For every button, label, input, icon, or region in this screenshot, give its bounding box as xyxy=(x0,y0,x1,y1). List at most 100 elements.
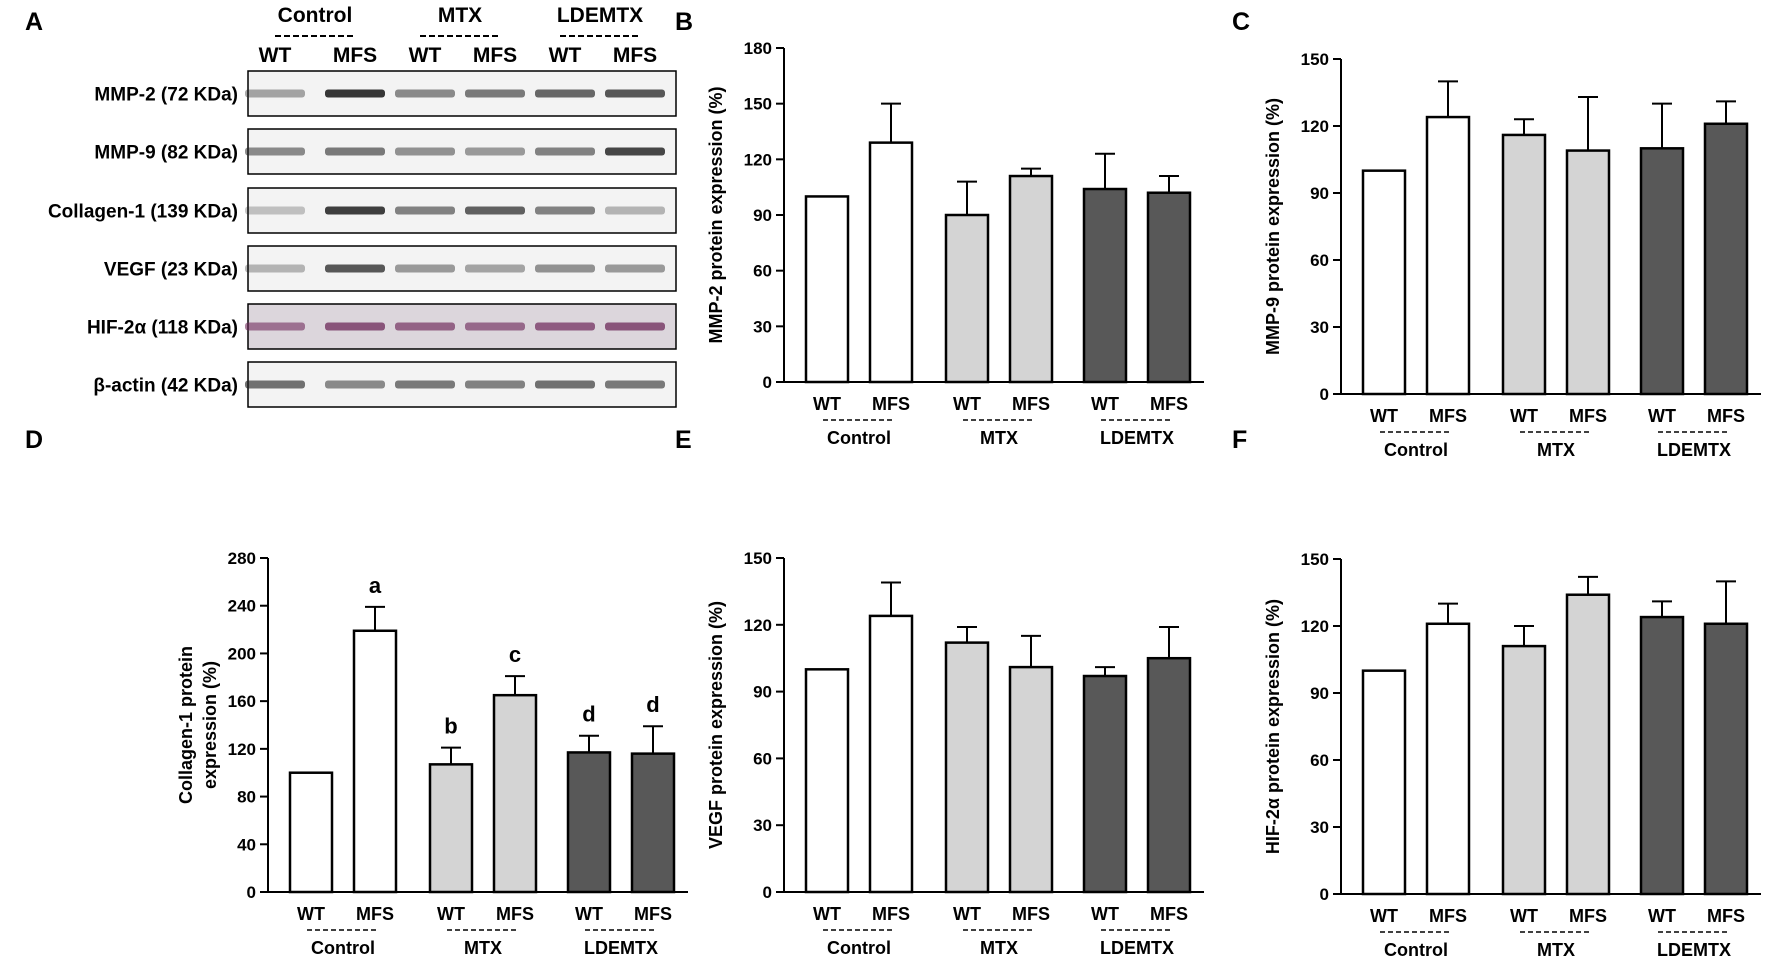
bar xyxy=(1703,122,1749,396)
x-category-label: WT xyxy=(1091,394,1119,414)
blot-row-label: β-actin (42 KDa) xyxy=(93,376,238,397)
x-category-label: WT xyxy=(1648,406,1676,426)
y-tick-label: 120 xyxy=(1301,117,1329,136)
bar xyxy=(1639,147,1685,396)
bar xyxy=(1082,674,1128,894)
bar xyxy=(1008,665,1054,894)
bar xyxy=(944,641,990,894)
x-category-label: MFS xyxy=(1569,906,1607,926)
panel-label-f: F xyxy=(1232,426,1247,454)
x-group-label: LDEMTX xyxy=(584,938,658,958)
bar xyxy=(1703,622,1749,896)
x-category-label: WT xyxy=(1510,406,1538,426)
blot-band xyxy=(465,380,525,389)
x-group-label: MTX xyxy=(980,428,1018,448)
y-tick-label: 120 xyxy=(744,616,772,635)
blot-row-label: MMP-2 (72 KDa) xyxy=(94,85,238,106)
x-group-label: Control xyxy=(827,428,891,448)
x-category-label: MFS xyxy=(1569,406,1607,426)
bar xyxy=(428,763,474,894)
x-category-label: MFS xyxy=(1429,406,1467,426)
x-category-label: MFS xyxy=(496,904,534,924)
x-category-label: MFS xyxy=(872,904,910,924)
blot-row-label: Collagen-1 (139 KDa) xyxy=(48,202,238,223)
y-axis-label: MMP-9 protein expression (%) xyxy=(1263,98,1283,355)
bar xyxy=(868,141,914,384)
blot-strip xyxy=(247,245,677,292)
chart-panel-c: 0 30 60 90 120 150 MMP-9 protein expression (%… xyxy=(1263,50,1761,460)
y-tick-label: 60 xyxy=(753,262,772,281)
blot-band xyxy=(465,322,525,331)
x-category-label: WT xyxy=(813,394,841,414)
blot-row-label: VEGF (23 KDa) xyxy=(104,260,238,281)
x-category-label: MFS xyxy=(1429,906,1467,926)
chart-panel-f: 0 30 60 90 120 150 HIF-2α protein expression (… xyxy=(1263,550,1761,960)
bar xyxy=(1565,593,1611,896)
y-axis-label: VEGF protein expression (%) xyxy=(706,601,726,849)
bar xyxy=(1425,115,1471,396)
x-category-label: WT xyxy=(813,904,841,924)
y-axis-label: MMP-2 protein expression (%) xyxy=(706,86,726,343)
bar xyxy=(352,629,398,894)
blot-strip xyxy=(247,361,677,408)
blot-row-label: MMP-9 (82 KDa) xyxy=(94,143,238,164)
y-axis-label: HIF-2α protein expression (%) xyxy=(1263,599,1283,854)
blot-strip xyxy=(247,128,677,175)
blot-band xyxy=(465,147,525,156)
bar xyxy=(1361,669,1407,896)
y-tick-label: 200 xyxy=(228,644,256,663)
x-category-label: MFS xyxy=(1150,394,1188,414)
x-group-label: MTX xyxy=(980,938,1018,958)
bar xyxy=(804,668,850,894)
panel-label-a: A xyxy=(25,8,43,36)
bar xyxy=(1501,644,1547,896)
y-tick-label: 150 xyxy=(1301,50,1329,69)
blot-band xyxy=(395,147,455,156)
x-group-label: MTX xyxy=(1537,440,1575,460)
bar xyxy=(492,693,538,894)
blot-band xyxy=(465,206,525,215)
blot-band xyxy=(325,89,385,98)
bar xyxy=(1361,169,1407,396)
panel-label-d: D xyxy=(25,426,43,454)
blot-band xyxy=(245,264,305,273)
blot-band xyxy=(535,264,595,273)
y-tick-label: 30 xyxy=(1310,318,1329,337)
blot-band xyxy=(245,89,305,98)
x-category-label: MFS xyxy=(634,904,672,924)
blot-band xyxy=(605,147,665,156)
y-tick-label: 90 xyxy=(1310,184,1329,203)
y-tick-label: 60 xyxy=(753,749,772,768)
y-tick-label: 180 xyxy=(744,39,772,58)
x-group-label: Control xyxy=(827,938,891,958)
panel-label-b: B xyxy=(675,8,693,36)
chart-panel-b: 0 30 60 90 120 150 180 MMP-2 protein expression… xyxy=(706,39,1204,448)
significance-letter: c xyxy=(509,642,521,667)
y-axis-label: Collagen-1 protein xyxy=(176,646,196,804)
blot-lane-label: MFS xyxy=(473,44,517,67)
chart-panel-d: 0 40 80 120 160 200 240 280 Collagen-1 protein ex… xyxy=(176,549,688,958)
western-blot-panel: Control MTX LDEMTX WT MFS WT MFS WT MFS MMP-2 (72… xyxy=(48,4,677,408)
blot-band xyxy=(245,206,305,215)
bar xyxy=(1146,191,1192,384)
significance-letter: d xyxy=(646,692,659,717)
y-tick-label: 150 xyxy=(744,549,772,568)
panel-label-c: C xyxy=(1232,8,1250,36)
y-tick-label: 150 xyxy=(744,95,772,114)
blot-band xyxy=(605,322,665,331)
blot-band xyxy=(245,322,305,331)
x-category-label: MFS xyxy=(356,904,394,924)
y-tick-label: 120 xyxy=(744,150,772,169)
x-category-label: MFS xyxy=(1707,906,1745,926)
blot-strip xyxy=(247,187,677,234)
bar xyxy=(1639,615,1685,896)
bar xyxy=(1146,656,1192,894)
y-tick-label: 0 xyxy=(1320,385,1329,404)
bar xyxy=(1425,622,1471,896)
bar xyxy=(804,195,850,384)
x-category-label: WT xyxy=(1091,904,1119,924)
bar xyxy=(1565,149,1611,396)
blot-strip xyxy=(247,70,677,117)
x-category-label: WT xyxy=(1648,906,1676,926)
